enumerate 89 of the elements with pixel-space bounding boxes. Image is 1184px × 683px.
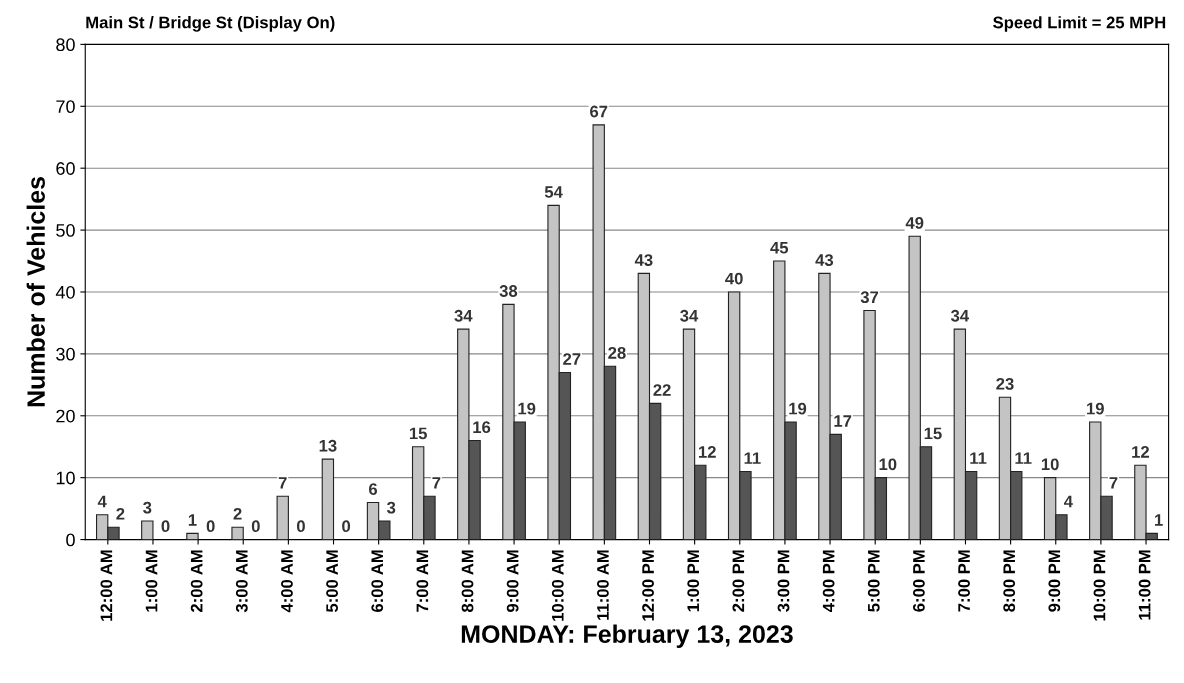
data-label: 27 <box>563 353 581 365</box>
data-label: 45 <box>770 241 789 254</box>
data-label: 19 <box>518 402 536 415</box>
data-label: 16 <box>473 421 491 434</box>
x-tick-label: 8:00 AM <box>461 550 474 613</box>
y-tick-label: 10 <box>56 471 75 485</box>
y-tick-label: 50 <box>56 224 75 237</box>
data-label: 4 <box>97 495 107 508</box>
data-label: 67 <box>590 105 608 118</box>
data-label: 54 <box>544 186 563 198</box>
x-tick-label: 2:00 PM <box>732 550 745 612</box>
data-label: 0 <box>206 520 215 533</box>
data-label: 7 <box>1109 477 1118 489</box>
y-tick-label: 40 <box>55 285 75 299</box>
y-tick-label: 30 <box>56 347 75 361</box>
data-label: 11 <box>1015 452 1032 464</box>
x-tick-label: 4:00 PM <box>822 550 835 613</box>
data-label: 11 <box>744 452 761 464</box>
y-tick-label: 80 <box>56 38 75 52</box>
data-label: 6 <box>368 483 378 495</box>
data-label: 38 <box>499 285 518 297</box>
data-label: 40 <box>725 272 743 285</box>
x-tick-label: 7:00 PM <box>958 550 970 612</box>
data-label: 7 <box>432 477 441 489</box>
bar <box>141 520 154 540</box>
x-tick-label: 7:00 AM <box>416 550 429 612</box>
x-tick-label: 9:00 AM <box>506 550 519 612</box>
data-label: 7 <box>278 477 287 489</box>
data-label: 12 <box>1132 446 1149 458</box>
x-tick-label: 11:00 PM <box>1138 550 1151 620</box>
data-label: 34 <box>950 309 970 322</box>
data-label: 3 <box>386 501 396 514</box>
data-label: 17 <box>834 415 852 427</box>
x-tick-label: 5:00 PM <box>867 550 880 612</box>
y-tick-label: 60 <box>56 162 75 175</box>
x-tick-label: 1:00 PM <box>687 550 700 612</box>
data-label: 0 <box>251 520 260 533</box>
data-label: 15 <box>924 427 942 440</box>
data-label: 0 <box>296 520 305 533</box>
data-label: 22 <box>653 384 671 396</box>
data-label: 10 <box>879 458 897 471</box>
data-label: 3 <box>143 501 152 514</box>
x-tick-label: 1:00 AM <box>145 550 158 612</box>
bar <box>321 458 335 540</box>
data-label: 12 <box>699 446 716 458</box>
data-label: 43 <box>815 254 834 266</box>
data-label: 49 <box>905 217 924 229</box>
data-label: 2 <box>116 507 125 520</box>
data-label: 19 <box>789 402 807 415</box>
x-tick-label: 6:00 AM <box>371 550 384 612</box>
x-tick-label: 3:00 AM <box>235 550 248 613</box>
chart-title: Main St / Bridge St (Display On) <box>86 16 335 32</box>
bar <box>276 495 289 540</box>
data-label: 1 <box>188 514 197 526</box>
data-label: 43 <box>634 254 653 266</box>
x-tick-label: 10:00 AM <box>551 550 564 621</box>
x-tick-label: 10:00 PM <box>1093 550 1106 621</box>
x-tick-label: 9:00 PM <box>1048 550 1061 612</box>
data-label: 15 <box>409 427 427 440</box>
x-tick-label: 4:00 AM <box>281 550 293 613</box>
data-label: 23 <box>996 377 1014 390</box>
x-tick-label: 12:00 AM <box>100 550 113 621</box>
x-axis-title: MONDAY: February 13, 2023 <box>461 624 793 648</box>
x-tick-label: 3:00 PM <box>777 550 790 612</box>
data-label: 34 <box>680 309 699 322</box>
data-label: 0 <box>161 520 170 533</box>
data-label: 1 <box>1155 514 1163 526</box>
data-label: 13 <box>319 439 337 452</box>
data-label: 4 <box>1063 495 1073 508</box>
data-label: 10 <box>1041 458 1059 471</box>
data-label: 2 <box>233 507 242 520</box>
x-tick-label: 12:00 PM <box>642 550 654 621</box>
y-tick-label: 20 <box>56 409 75 423</box>
bar <box>231 526 244 540</box>
x-tick-label: 6:00 PM <box>913 550 925 612</box>
data-label: 0 <box>342 520 351 533</box>
data-label: 28 <box>608 347 626 359</box>
y-tick-label: 0 <box>66 533 75 547</box>
x-tick-label: 5:00 AM <box>326 550 338 613</box>
data-label: 37 <box>860 291 879 304</box>
x-tick-label: 11:00 AM <box>597 550 609 620</box>
data-label: 11 <box>970 452 987 464</box>
data-label: 19 <box>1087 402 1104 415</box>
x-tick-label: 8:00 PM <box>1003 550 1016 612</box>
text: Speed Limit = 25 MPH <box>993 16 1166 32</box>
data-label: 34 <box>454 309 473 322</box>
y-axis-title: Number of Vehicles <box>26 176 45 407</box>
x-tick-label: 2:00 AM <box>190 550 203 612</box>
y-tick-label: 70 <box>56 100 75 114</box>
